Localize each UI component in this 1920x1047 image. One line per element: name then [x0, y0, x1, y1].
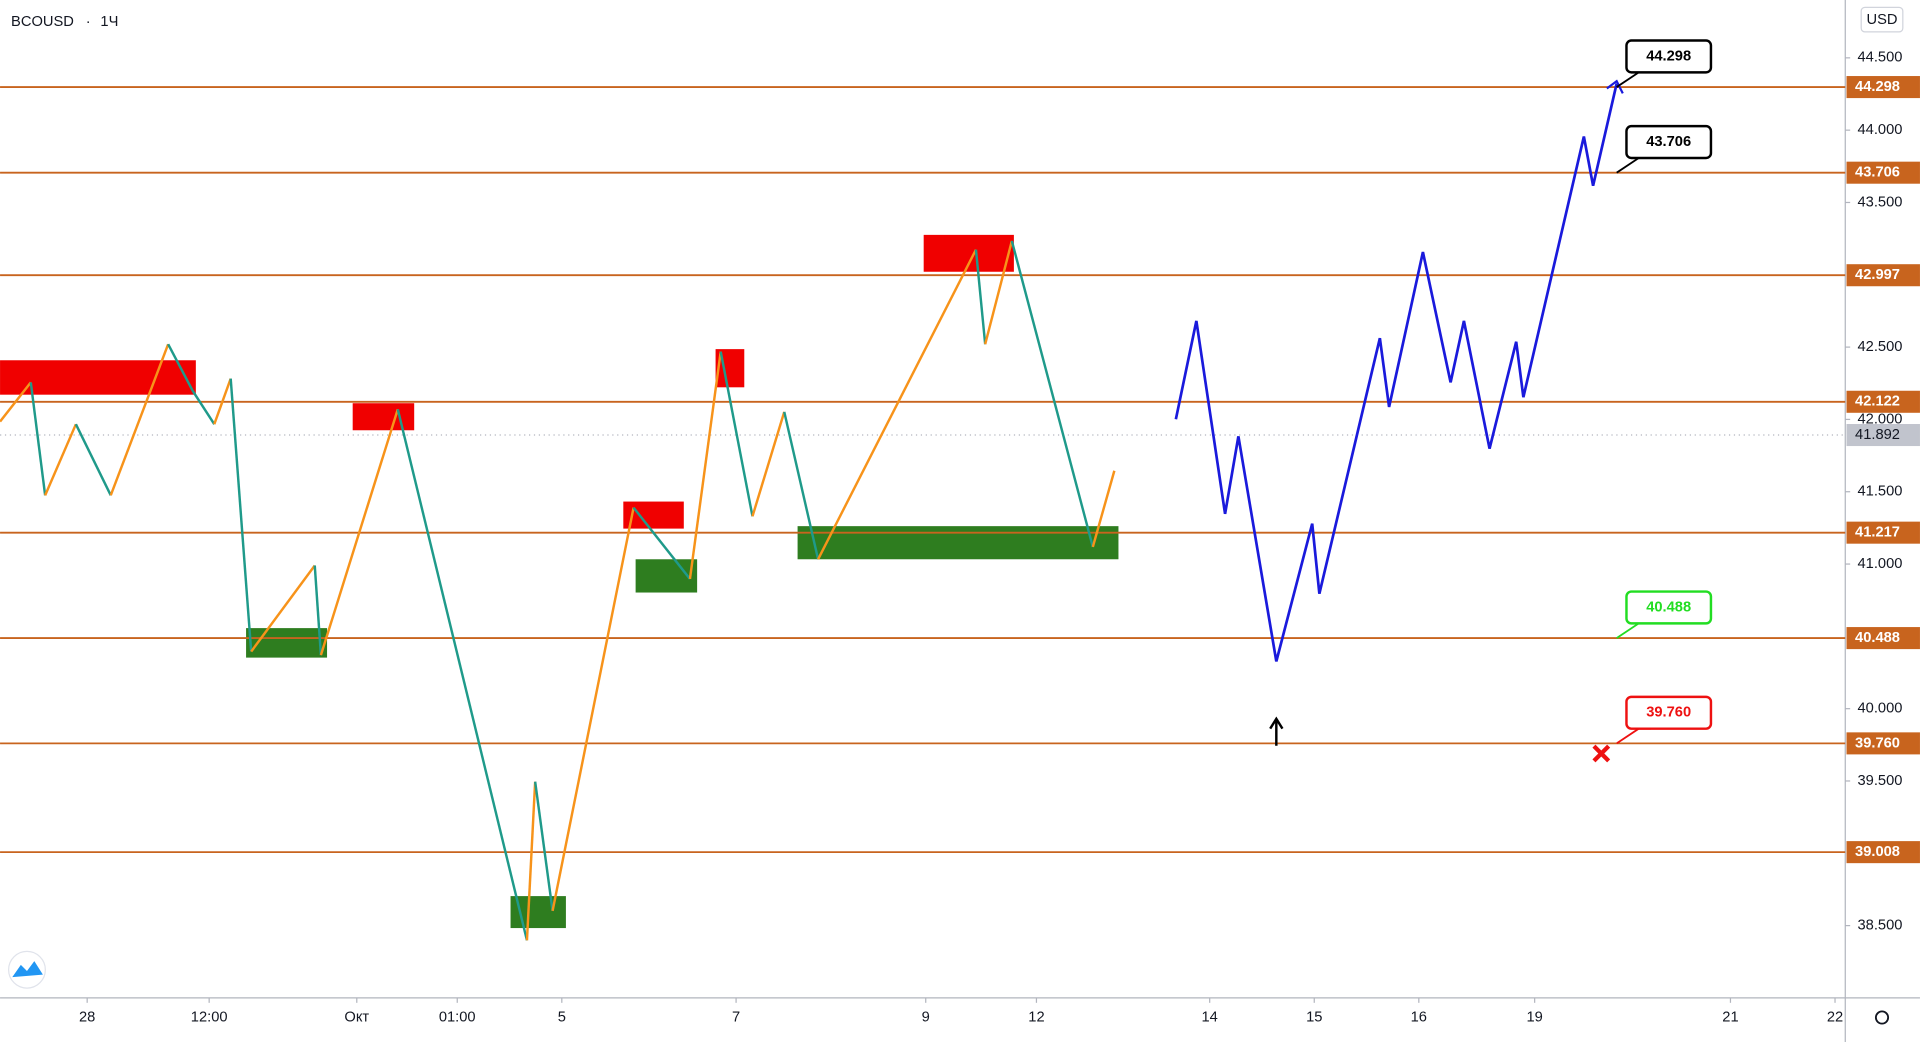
- down-leg: [974, 249, 987, 345]
- callout-label: 39.760: [1646, 705, 1691, 721]
- up-leg: [0, 381, 32, 423]
- y-tick-label: 38.500: [1858, 917, 1903, 933]
- y-tick-label: 41.500: [1858, 484, 1903, 500]
- up-leg: [109, 343, 170, 496]
- x-tick-label: 12: [1028, 1009, 1044, 1025]
- y-tick-label: 43.500: [1858, 194, 1903, 210]
- up-arrow: [1269, 716, 1284, 746]
- level-box: [1846, 841, 1920, 864]
- x-tick-label: 5: [558, 1009, 566, 1025]
- up-leg: [319, 408, 399, 656]
- callout-box: [1625, 590, 1713, 625]
- x-tick-label: 19: [1526, 1009, 1542, 1025]
- up-leg: [984, 240, 1014, 345]
- x-tick-label: 16: [1411, 1009, 1427, 1025]
- interval: 1Ч: [100, 14, 118, 30]
- callout-box: [1625, 124, 1713, 160]
- y-tick-label: 40.000: [1858, 701, 1903, 717]
- down-leg: [719, 351, 754, 517]
- last-price-box: [1846, 424, 1920, 447]
- level-box: [1846, 76, 1920, 99]
- up-leg: [250, 564, 316, 653]
- up-leg: [1091, 470, 1116, 548]
- down-leg: [229, 378, 253, 652]
- down-leg: [313, 565, 323, 656]
- level-label: 42.997: [1855, 267, 1900, 283]
- logo-icon: [12, 961, 43, 978]
- x-tick-label: 15: [1306, 1009, 1322, 1025]
- x-tick-label: 01:00: [439, 1009, 476, 1025]
- callout-label: 43.706: [1646, 134, 1691, 150]
- supply-zone: [0, 360, 196, 395]
- callout-label: 44.298: [1646, 48, 1691, 64]
- down-leg: [632, 506, 691, 580]
- down-leg: [396, 409, 529, 941]
- up-leg: [525, 781, 537, 941]
- stop-mark: [1592, 744, 1611, 763]
- logo[interactable]: [7, 950, 46, 989]
- separator: ·: [86, 14, 91, 30]
- demand-zone: [246, 628, 328, 658]
- supply-zone: [623, 501, 684, 529]
- supply-zone: [352, 403, 415, 431]
- down-leg: [533, 781, 554, 912]
- x-tick-label: 21: [1722, 1009, 1738, 1025]
- x-tick-label: 7: [732, 1009, 740, 1025]
- y-tick-label: 39.500: [1858, 773, 1903, 789]
- level-box: [1846, 521, 1920, 544]
- y-tick-label: 42.500: [1858, 339, 1903, 355]
- y-tick-label: 44.500: [1858, 50, 1903, 66]
- up-leg: [551, 507, 635, 912]
- up-leg: [44, 423, 78, 496]
- level-label: 42.122: [1855, 394, 1900, 410]
- level-box: [1846, 390, 1920, 413]
- up-leg: [688, 351, 722, 580]
- callout-label: 40.488: [1646, 599, 1691, 615]
- currency-button[interactable]: [1860, 6, 1904, 33]
- callout-box: [1625, 39, 1713, 74]
- level-label: 43.706: [1855, 165, 1900, 181]
- level-label: 39.760: [1855, 735, 1900, 751]
- level-label: 41.217: [1855, 525, 1900, 541]
- level-label: 44.298: [1855, 79, 1900, 95]
- down-leg: [29, 382, 47, 496]
- up-leg: [751, 411, 786, 517]
- up-leg: [817, 249, 978, 560]
- x-tick-label: 9: [922, 1009, 930, 1025]
- forecast-line: [1174, 83, 1618, 662]
- level-box: [1846, 732, 1920, 755]
- down-leg: [167, 343, 194, 392]
- x-tick-label: 12:00: [191, 1009, 228, 1025]
- forecast-arrowhead: [1606, 79, 1624, 94]
- level-box: [1846, 161, 1920, 184]
- level-label: 39.008: [1855, 844, 1900, 860]
- settings-icon[interactable]: [1874, 1010, 1890, 1025]
- down-leg: [783, 411, 820, 560]
- currency: USD: [1866, 12, 1897, 28]
- callout-box: [1625, 695, 1713, 730]
- x-tick-label: 28: [79, 1009, 95, 1025]
- level-box: [1846, 627, 1920, 650]
- x-tick-label: Окт: [344, 1009, 369, 1025]
- down-leg: [74, 423, 112, 496]
- x-tick-label: 14: [1202, 1009, 1218, 1025]
- x-tick-label: 22: [1827, 1009, 1843, 1025]
- down-leg: [191, 390, 216, 425]
- down-leg: [1010, 240, 1095, 548]
- y-tick-label: 44.000: [1858, 122, 1903, 138]
- level-label: 40.488: [1855, 630, 1900, 646]
- y-tick-label: 42.000: [1858, 411, 1903, 427]
- up-leg: [213, 378, 232, 425]
- demand-zone: [797, 526, 1119, 560]
- last-price-label: 41.892: [1855, 427, 1900, 443]
- y-tick-label: 41.000: [1858, 556, 1903, 572]
- level-box: [1846, 264, 1920, 287]
- symbol: BCOUSD: [11, 14, 74, 30]
